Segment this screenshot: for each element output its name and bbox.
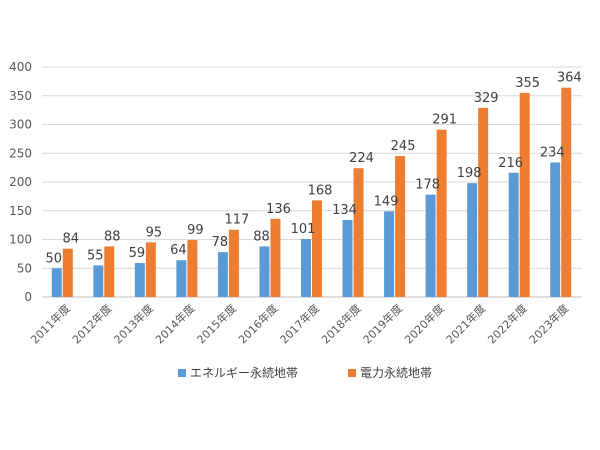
gridlines	[42, 66, 582, 298]
bar-energy	[301, 238, 311, 297]
y-tick-label: 100	[9, 233, 32, 247]
bar-electricity	[187, 240, 198, 297]
x-tick-label: 2022年度	[485, 301, 530, 346]
bar-electricity	[395, 156, 406, 297]
data-label: 59	[129, 246, 146, 261]
x-tick-label: 2021年度	[443, 301, 488, 346]
data-label: 88	[104, 229, 121, 244]
legend-swatch	[178, 369, 186, 377]
data-label: 178	[415, 178, 440, 193]
x-tick-label: 2023年度	[526, 301, 571, 346]
data-label: 364	[557, 71, 582, 86]
data-label: 216	[498, 156, 523, 171]
data-label: 84	[62, 232, 79, 247]
x-tick-label: 2012年度	[69, 301, 114, 346]
y-tick-label: 150	[9, 204, 32, 218]
x-tick-label: 2019年度	[360, 301, 405, 346]
y-tick-label: 250	[9, 146, 32, 160]
bar-electricity	[270, 218, 281, 297]
bar-electricity	[519, 92, 530, 297]
bar-energy	[51, 268, 62, 297]
data-label: 50	[45, 251, 62, 266]
y-tick-label: 200	[9, 175, 32, 189]
bar-electricity	[312, 200, 322, 297]
x-tick-label: 2015年度	[194, 301, 239, 346]
x-tick-label: 2020年度	[401, 301, 446, 346]
bar-energy	[550, 162, 561, 297]
x-tick-label: 2018年度	[318, 301, 363, 346]
x-tick-label: 2011年度	[28, 301, 73, 346]
data-label: 99	[187, 223, 204, 238]
bar-energy	[176, 260, 187, 297]
data-label: 117	[225, 213, 250, 228]
bar-energy	[93, 265, 104, 297]
y-axis-ticks: 0 50 100 150 200 250 300 350 400	[9, 60, 32, 304]
bar-electricity	[104, 246, 115, 297]
data-label: 224	[349, 151, 374, 166]
data-label: 134	[332, 203, 357, 218]
data-labels: 5084558859956499781178813610116813422414…	[45, 71, 581, 267]
x-tick-label: 2016年度	[235, 301, 280, 346]
bar-electricity	[436, 129, 447, 297]
bar-energy	[508, 172, 519, 297]
data-label: 88	[253, 229, 270, 244]
data-label: 64	[170, 243, 187, 258]
data-label: 149	[374, 194, 399, 209]
bar-electricity	[561, 87, 572, 297]
bar-electricity	[145, 242, 156, 297]
bar-energy	[425, 194, 436, 297]
y-tick-label: 300	[9, 118, 32, 132]
data-label: 136	[266, 202, 291, 217]
y-tick-label: 50	[17, 261, 32, 275]
legend: エネルギー永続地帯 電力永続地帯	[178, 366, 432, 380]
x-axis-ticks: 2011年度2012年度2013年度2014年度2015年度2016年度2017…	[28, 301, 572, 346]
y-tick-label: 350	[9, 89, 32, 103]
data-label: 198	[457, 166, 482, 181]
data-label: 78	[212, 235, 229, 250]
x-tick-label: 2013年度	[111, 301, 156, 346]
bar-energy	[134, 263, 145, 297]
bar-electricity	[228, 229, 239, 297]
y-tick-label: 400	[9, 60, 32, 74]
bar-electricity	[353, 168, 364, 297]
data-label: 291	[432, 113, 457, 128]
data-label: 245	[391, 139, 416, 154]
data-label: 95	[146, 225, 163, 240]
legend-label: エネルギー永続地帯	[190, 366, 298, 380]
data-label: 355	[515, 76, 540, 91]
data-label: 101	[291, 222, 316, 237]
x-tick-label: 2014年度	[152, 301, 197, 346]
bar-energy	[259, 246, 270, 297]
bar-energy	[384, 211, 395, 297]
y-tick-label: 0	[24, 290, 32, 304]
bar-energy	[467, 183, 478, 297]
data-label: 329	[474, 91, 499, 106]
bar-electricity	[478, 107, 489, 297]
data-label: 55	[87, 248, 104, 263]
bar-electricity	[62, 248, 73, 297]
x-tick-label: 2017年度	[277, 301, 322, 346]
bar-energy	[342, 219, 353, 297]
bars	[51, 87, 572, 297]
data-label: 168	[308, 183, 333, 198]
legend-label: 電力永続地帯	[360, 366, 432, 380]
data-label: 234	[540, 145, 565, 160]
legend-swatch	[348, 369, 356, 377]
bar-energy	[217, 252, 228, 297]
